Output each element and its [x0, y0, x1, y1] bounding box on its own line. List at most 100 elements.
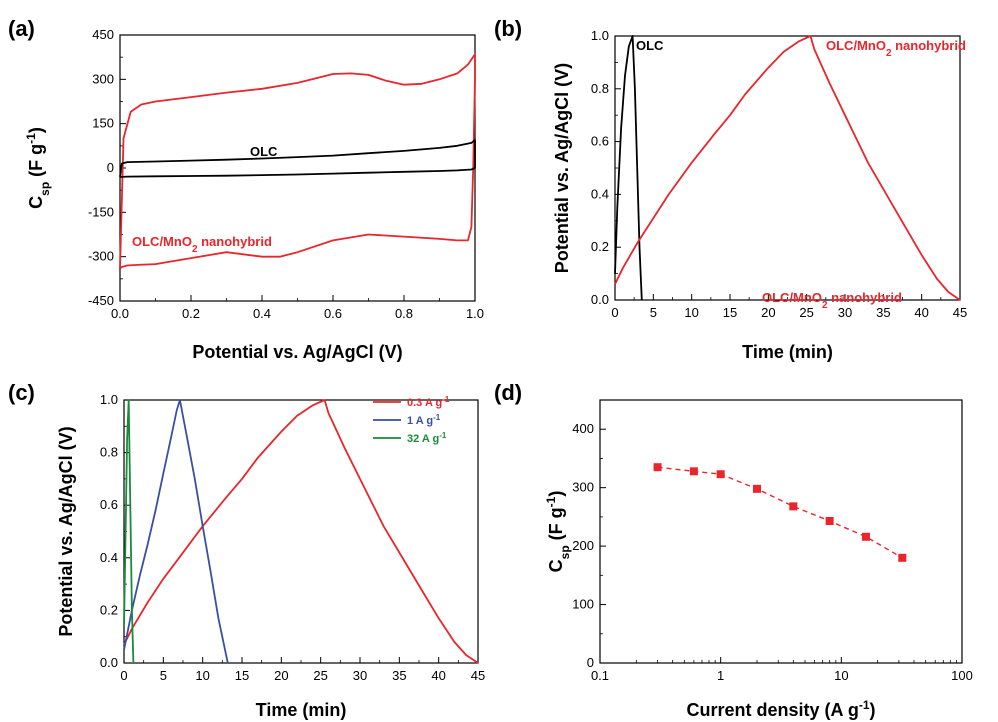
x-tick-label: 100	[951, 668, 973, 683]
y-axis-title-unit: (F g	[546, 507, 566, 545]
x-tick-label: 30	[838, 305, 852, 320]
x-axis-title-sup: -1	[859, 698, 870, 712]
annotation-sub: 2	[822, 300, 828, 311]
x-axis-title: Potential vs. Ag/AgCl (V)	[192, 342, 402, 362]
y-tick-label: 0.0	[100, 655, 118, 670]
data-point	[825, 516, 834, 525]
annotation-sub: 2	[886, 48, 892, 59]
x-tick-label: 0.1	[591, 668, 609, 683]
series-line-0	[123, 399, 479, 664]
x-tick-label: 20	[274, 668, 288, 683]
x-axis-title-close: )	[870, 700, 876, 720]
x-axis-title-main: Current density (A g	[686, 700, 858, 720]
panel-label: (d)	[494, 380, 522, 405]
y-axis-title-unit: (F g	[26, 144, 46, 182]
y-tick-label: -150	[88, 204, 114, 219]
y-axis-title: Potential vs. Ag/AgCl (V)	[552, 63, 572, 273]
x-tick-label: 15	[235, 668, 249, 683]
annotation-main: OLC/MnO	[826, 38, 886, 53]
x-tick-label: 35	[392, 668, 406, 683]
x-tick-label: 1.0	[466, 306, 484, 321]
annotation-sub: 2	[192, 244, 198, 255]
annotation-tail: nanohybrid	[198, 234, 272, 249]
x-tick-label: 40	[431, 668, 445, 683]
legend-label-sup: -1	[442, 395, 450, 404]
y-axis-title-main: C	[546, 559, 566, 572]
y-tick-label: 0.2	[100, 602, 118, 617]
x-tick-label: 15	[723, 305, 737, 320]
x-axis-title-main: Time (min)	[742, 342, 833, 362]
legend-label-main: 0.3 A g	[407, 397, 442, 409]
legend-label: 32 A g-1	[407, 431, 447, 446]
annotation-main: OLC/MnO	[132, 234, 192, 249]
y-tick-label: 0.4	[100, 550, 118, 565]
x-tick-label: 0	[120, 668, 127, 683]
y-tick-label: 0.6	[100, 497, 118, 512]
y-tick-label: 0.8	[100, 445, 118, 460]
y-tick-label: 1.0	[100, 392, 118, 407]
legend-label-sup: -1	[433, 413, 441, 422]
x-tick-label: 5	[650, 305, 657, 320]
data-point	[789, 502, 798, 511]
x-tick-label: 0.6	[324, 306, 342, 321]
panel-label: (c)	[8, 380, 35, 405]
y-axis-title-sup: -1	[544, 496, 558, 507]
y-axis-title-close: )	[26, 127, 46, 133]
x-tick-label: 20	[761, 305, 775, 320]
x-axis-title-main: Potential vs. Ag/AgCl (V)	[192, 342, 402, 362]
y-axis-title: Potential vs. Ag/AgCl (V)	[56, 426, 76, 636]
series-line-2	[123, 399, 135, 664]
y-axis-title-close: )	[546, 491, 566, 497]
y-tick-label: 100	[572, 597, 594, 612]
y-axis-title-main: Potential vs. Ag/AgCl (V)	[552, 63, 572, 273]
y-axis-title-sub: sp	[38, 182, 52, 196]
y-tick-label: 0.6	[591, 134, 609, 149]
series-trend-line	[657, 466, 903, 559]
annotation-label: OLC	[250, 144, 278, 159]
legend-label: 1 A g-1	[407, 413, 441, 428]
y-tick-label: 150	[92, 116, 114, 131]
legend-label-sup: -1	[439, 431, 447, 440]
y-axis-title-sub: sp	[558, 545, 572, 559]
y-tick-label: 0.2	[591, 239, 609, 254]
panel-label: (a)	[8, 16, 35, 41]
series-line-0	[119, 53, 476, 270]
x-tick-label: 30	[353, 668, 367, 683]
x-tick-label: 40	[914, 305, 928, 320]
panel-label: (b)	[494, 16, 522, 41]
x-tick-label: 10	[684, 305, 698, 320]
x-tick-label: 25	[799, 305, 813, 320]
x-axis-title: Time (min)	[742, 342, 833, 362]
y-axis-title-main: Potential vs. Ag/AgCl (V)	[56, 426, 76, 636]
data-point	[898, 553, 907, 562]
y-tick-label: -450	[88, 293, 114, 308]
y-tick-label: 450	[92, 27, 114, 42]
y-tick-label: 0.0	[591, 292, 609, 307]
data-point	[716, 470, 725, 479]
y-tick-label: 0	[107, 160, 114, 175]
x-axis-title: Current density (A g-1)	[686, 698, 875, 720]
y-tick-label: 0	[587, 655, 594, 670]
annotation-tail: nanohybrid	[892, 38, 966, 53]
y-axis-title: Csp (F g-1)	[24, 127, 52, 209]
x-tick-label: 5	[160, 668, 167, 683]
x-tick-label: 1	[717, 668, 724, 683]
y-axis-title: Csp (F g-1)	[544, 491, 572, 573]
x-tick-label: 10	[195, 668, 209, 683]
y-axis-title-sup: -1	[24, 133, 38, 144]
legend-label: 0.3 A g-1	[407, 395, 450, 410]
y-tick-label: 200	[572, 538, 594, 553]
x-tick-label: 35	[876, 305, 890, 320]
annotation-label: OLC	[636, 38, 664, 53]
y-tick-label: 0.4	[591, 186, 609, 201]
annotation-main: OLC	[250, 144, 278, 159]
annotation-label: OLC/MnO2 nanohybrid	[826, 38, 966, 59]
y-tick-label: -300	[88, 249, 114, 264]
y-tick-label: 400	[572, 421, 594, 436]
annotation-main: OLC/MnO	[762, 290, 822, 305]
series-line-0	[614, 35, 643, 301]
legend-label-main: 1 A g	[407, 415, 433, 427]
series-line-1	[119, 138, 476, 178]
annotation-main: OLC	[636, 38, 664, 53]
x-tick-label: 0.8	[395, 306, 413, 321]
